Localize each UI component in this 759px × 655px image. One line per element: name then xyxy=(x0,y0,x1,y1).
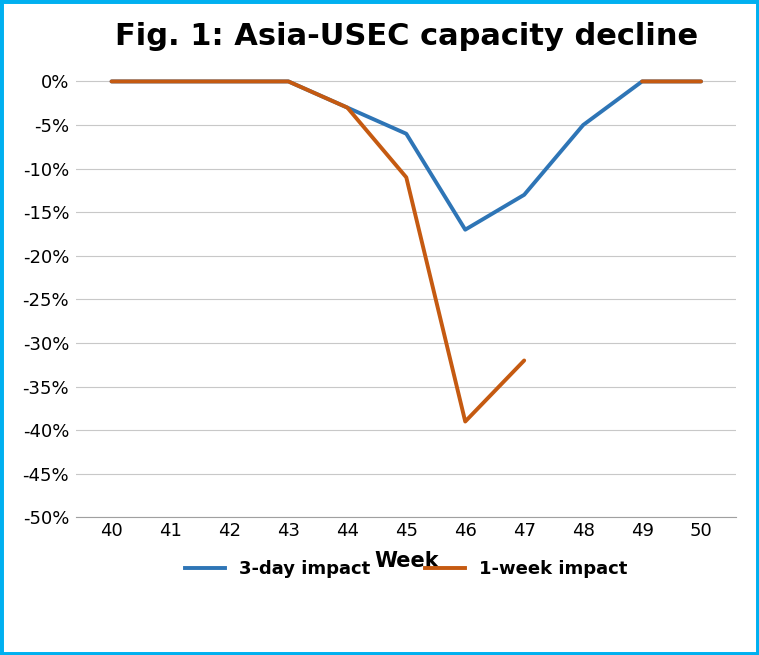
Legend: 3-day impact, 1-week impact: 3-day impact, 1-week impact xyxy=(178,553,635,586)
X-axis label: Week: Week xyxy=(374,552,439,571)
Title: Fig. 1: Asia-USEC capacity decline: Fig. 1: Asia-USEC capacity decline xyxy=(115,22,698,50)
